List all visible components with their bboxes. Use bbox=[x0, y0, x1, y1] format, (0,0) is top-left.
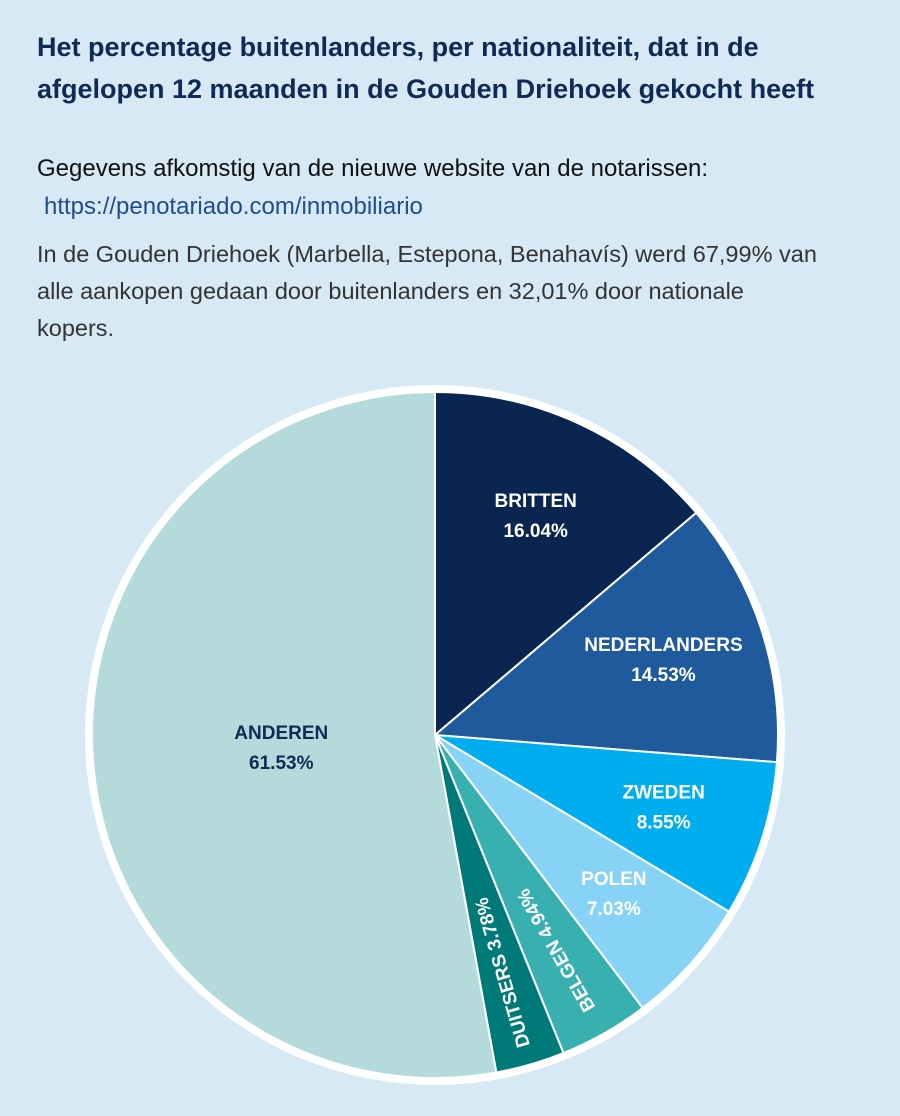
category-label: BRITTEN bbox=[495, 491, 577, 512]
pie-slice bbox=[432, 511, 779, 764]
description: In de Gouden Driehoek (Marbella, Estepon… bbox=[37, 241, 817, 341]
value-label: 14.53% bbox=[631, 665, 696, 686]
pie-slice bbox=[434, 390, 698, 738]
value-label: 61.53% bbox=[249, 753, 314, 774]
category-label: NEDERLANDERS bbox=[584, 635, 742, 656]
subtitle: Gegevens afkomstig van de nieuwe website… bbox=[37, 155, 709, 182]
source-link[interactable]: https://penotariado.com/inmobiliario bbox=[44, 193, 423, 220]
pie-slice bbox=[434, 734, 778, 913]
category-label: ZWEDEN bbox=[622, 782, 704, 803]
pie-slice bbox=[434, 734, 731, 1010]
value-label: 7.03% bbox=[587, 899, 641, 920]
chart-title: Het percentage buitenlanders, per nation… bbox=[37, 32, 815, 104]
pie-slice bbox=[90, 390, 498, 1079]
value-label: 16.04% bbox=[503, 521, 568, 542]
category-label: ANDEREN bbox=[234, 723, 328, 744]
value-label: 8.55% bbox=[637, 812, 691, 833]
category-label: POLEN bbox=[581, 869, 646, 890]
